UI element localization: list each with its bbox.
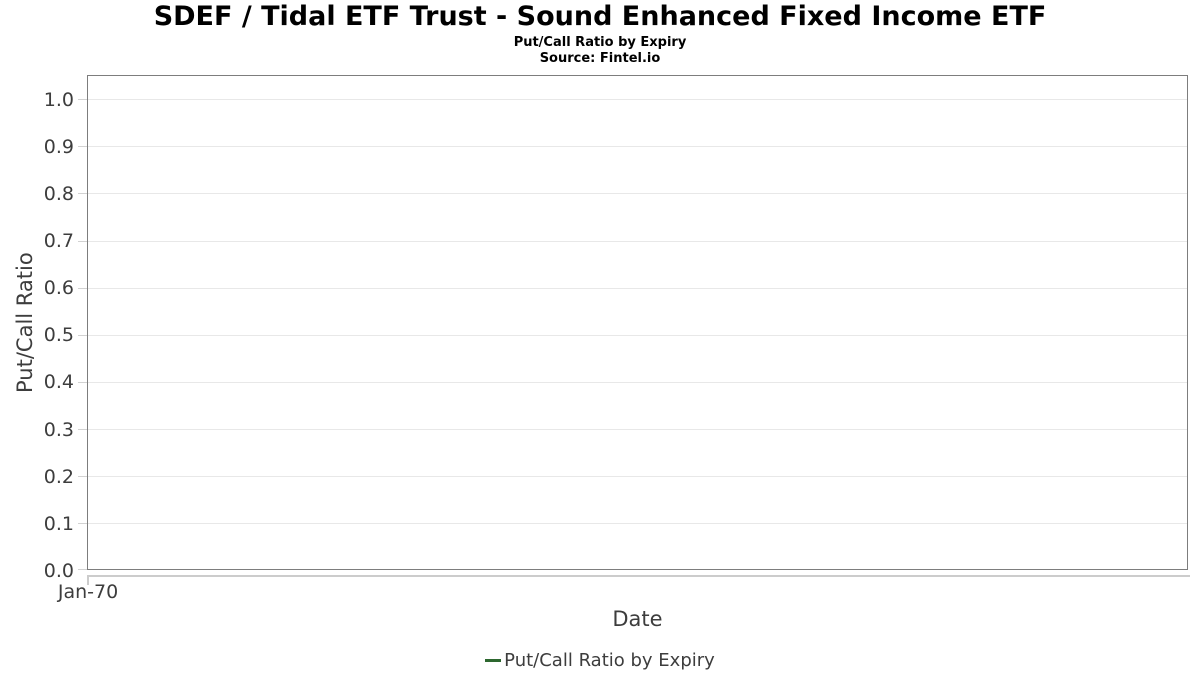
chart-subtitle: Put/Call Ratio by Expiry [513,35,687,50]
y-tick-label: 0.5 [43,324,74,347]
y-tick-label: 0.3 [43,418,74,441]
y-gridline [88,476,1187,478]
y-axis-tick [78,334,87,336]
y-axis-tick [78,523,87,525]
y-gridline [88,429,1187,431]
y-axis-tick [78,146,87,148]
y-axis-tick [78,568,87,570]
y-tick-label: 1.0 [43,88,74,111]
y-tick-label: 0.9 [43,135,74,158]
x-tick-label: Jan-70 [57,581,119,603]
legend-dash-icon [485,658,502,662]
x-axis-tick [87,577,89,585]
legend-label: Put/Call Ratio by Expiry [504,649,715,671]
y-tick-label: 0.4 [43,371,74,394]
y-tick-label: 0.7 [43,230,74,252]
y-axis-tick [78,381,87,383]
y-gridline [88,523,1187,525]
y-axis-tick [78,287,87,289]
chart-source-label: Source: Fintel.io [539,51,661,66]
y-axis-tick [78,193,87,195]
y-tick-label: 0.1 [43,512,74,535]
chart-title: SDEF / Tidal ETF Trust - Sound Enhanced … [153,1,1047,32]
y-gridline [88,146,1187,148]
y-gridline [88,334,1187,336]
x-axis-line [86,575,1190,577]
y-axis-tick [78,240,87,242]
y-axis-tick [78,476,87,478]
y-gridline [88,99,1187,101]
y-axis-tick [78,99,87,101]
y-axis-tick [78,429,87,431]
y-gridline [88,381,1187,383]
y-tick-label: 0.0 [43,560,74,582]
legend-item-put-call-ratio[interactable]: Put/Call Ratio by Expiry [485,650,715,671]
legend: Put/Call Ratio by Expiry [0,647,1200,673]
plot-area: 0.0 0.1 0.2 0.3 0.4 0.5 0.6 0.7 0.8 0.9 1.0 Jan-70 [44,75,1190,603]
y-tick-label: 0.6 [43,277,74,300]
y-tick-label: 0.8 [43,182,74,205]
y-gridline [88,287,1187,289]
x-axis-title: Date [612,607,663,631]
y-gridline [88,240,1187,242]
y-tick-label: 0.2 [43,465,74,488]
y-gridline [88,193,1187,195]
